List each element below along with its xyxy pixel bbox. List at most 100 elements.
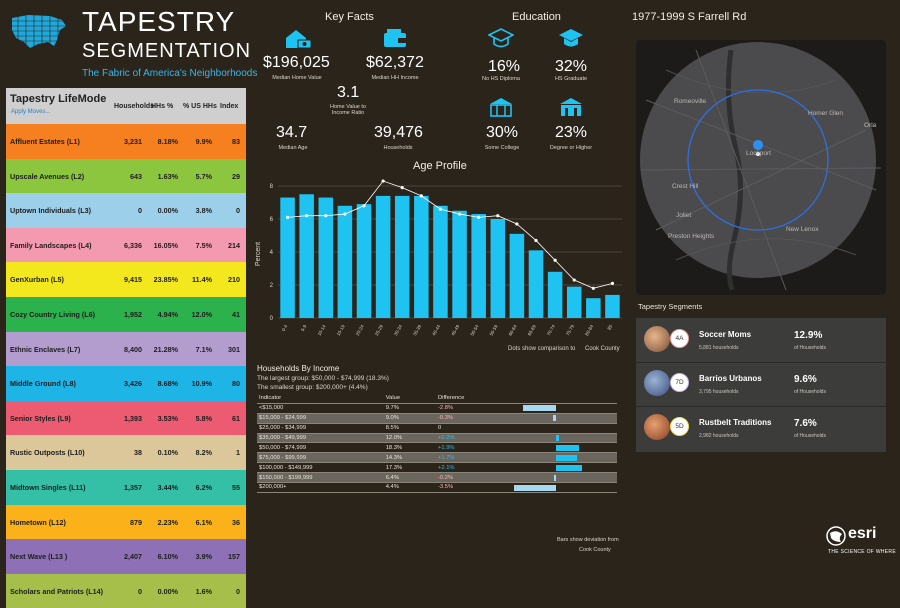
segment-row[interactable]: 4A Soccer Moms 5,881 households 12.9% of…	[636, 318, 886, 363]
segment-name: Soccer Moms	[699, 330, 752, 339]
income-indicator: $100,000 - $149,999	[257, 462, 384, 474]
y-tick-label: 0	[270, 316, 274, 322]
edu-no-hs-label: No HS Diploma	[482, 76, 520, 82]
map-panel[interactable]: Romeoville Homer Glen Orla Lockport Cres…	[636, 40, 886, 295]
lifemode-title: Tapestry LifeMode	[10, 93, 107, 105]
map-address: 1977-1999 S Farrell Rd	[632, 11, 747, 23]
x-tick-label: 15-19	[336, 324, 346, 337]
map-label-preston-heights: Preston Heights	[668, 233, 715, 240]
x-tick-label: 40-44	[431, 324, 441, 337]
y-tick-label: 2	[270, 283, 274, 289]
comparison-dot	[591, 286, 595, 290]
segment-photo	[644, 370, 670, 396]
income-indicator: $35,000 - $49,999	[257, 433, 384, 444]
lifemode-index: 61	[232, 413, 240, 423]
graduation-cap-filled-icon	[559, 29, 583, 47]
lifemode-households: 0	[138, 586, 142, 596]
lifemode-hhs-pct: 0.00%	[157, 586, 178, 596]
income-deviation-bar	[556, 464, 582, 471]
lifemode-name: Uptown Individuals (L3)	[10, 206, 92, 216]
wallet-icon	[384, 29, 406, 47]
lifemode-index: 83	[232, 137, 240, 146]
us-map-icon	[10, 12, 68, 50]
apply-link[interactable]: Apply Moves...	[11, 109, 51, 115]
segment-percent: 7.6%	[794, 418, 817, 429]
lifemode-households: 0	[138, 206, 142, 216]
income-deviation-cell	[496, 462, 617, 474]
comparison-dot	[285, 215, 290, 219]
col-households: Households	[114, 103, 155, 110]
house-money-icon	[286, 30, 312, 49]
lifemode-row[interactable]: Uptown Individuals (L3) 0 0.00% 3.8% 0	[6, 193, 246, 228]
lifemode-hhs-pct: 8.18%	[157, 137, 178, 146]
comparison-dot	[400, 186, 404, 190]
x-tick-label: 60-64	[508, 324, 518, 337]
lifemode-row[interactable]: Ethnic Enclaves (L7) 8,400 21.28% 7.1% 301	[6, 331, 246, 367]
age-bar	[566, 286, 582, 318]
edu-degree-value: 23%	[555, 124, 588, 141]
x-tick-label: 45-49	[450, 324, 460, 337]
lifemode-row[interactable]: Hometown (L12) 879 2.23% 6.1% 36	[6, 504, 246, 540]
edu-degree-label: Degree or Higher	[549, 145, 593, 151]
median-home-value: $196,025	[263, 54, 330, 71]
income-col-value: Value	[383, 394, 436, 404]
age-ylabel: Percent	[255, 242, 262, 266]
lifemode-index: 1	[236, 448, 240, 458]
lifemode-row[interactable]: Upscale Avenues (L2) 643 1.63% 5.7% 29	[6, 158, 246, 194]
income-row: <$15,000 9.7% -2.8%	[257, 403, 617, 414]
lifemode-row[interactable]: GenXurban (L5) 9,415 23.85% 11.4% 210	[6, 262, 246, 297]
income-difference: +1.9%	[435, 442, 497, 454]
x-tick-label: 85	[606, 324, 613, 331]
segment-row[interactable]: 5D Rustbelt Traditions 2,982 households …	[636, 406, 886, 450]
lifemode-row[interactable]: Family Landscapes (L4) 6,336 16.05% 7.5% 214	[6, 227, 246, 263]
age-bar	[471, 214, 486, 318]
age-bar	[490, 219, 506, 318]
segment-percent-label: of Households	[794, 345, 826, 351]
income-deviation-bar	[556, 444, 580, 451]
median-hh-income-label: Median HH Income	[371, 75, 419, 81]
lifemode-index: 29	[232, 171, 240, 181]
comparison-dot	[438, 207, 443, 211]
income-deviation-cell	[496, 482, 617, 493]
lifemode-row[interactable]: Senior Styles (L9) 1,393 3.53% 5.8% 61	[6, 400, 246, 436]
lifemode-name: Middle Ground (L8)	[10, 379, 76, 389]
lifemode-hhs-pct: 4.94%	[157, 309, 178, 319]
lifemode-hhs-pct: 23.85%	[153, 275, 178, 285]
x-tick-label: 20-24	[355, 324, 365, 337]
chart-note: Dots show comparison to	[508, 346, 576, 352]
lifemode-row[interactable]: Middle Ground (L8) 3,426 8.68% 10.9% 80	[6, 366, 246, 401]
lifemode-name: GenXurban (L5)	[10, 275, 64, 285]
comparison-dot	[457, 212, 462, 216]
lifemode-index: 157	[228, 552, 240, 562]
lifemode-us-hhs: 3.8%	[195, 206, 212, 216]
location-pin-icon	[753, 140, 764, 162]
age-bar	[375, 195, 391, 318]
map-graphic	[640, 42, 882, 291]
lifemode-row[interactable]: Cozy Country Living (L6) 1,952 4.94% 12.0% 4…	[6, 296, 246, 332]
income-difference: +2.1%	[435, 462, 497, 474]
lifemode-row[interactable]: Next Wave (L13 ) 2,407 6.10% 3.9% 157	[6, 539, 246, 574]
lifemode-name: Senior Styles (L9)	[10, 413, 71, 423]
lifemode-row[interactable]: Affluent Estates (L1) 3,231 8.18% 9.9% 83	[6, 124, 246, 159]
income-col-indicator: Indicator	[257, 394, 384, 404]
income-row: $15,000 - $24,999 9.0% -0.3%	[257, 413, 617, 424]
x-tick-label: 55-59	[489, 324, 499, 337]
income-deviation-bar	[553, 474, 557, 481]
comparison-dot	[362, 204, 366, 208]
segment-name: Barrios Urbanos	[699, 374, 762, 383]
segment-row[interactable]: 7D Barrios Urbanos 3,795 households 9.6%…	[636, 362, 886, 407]
income-col-bars	[496, 394, 617, 404]
income-table: Indicator Value Difference <$15,000 9.7% -…	[257, 394, 617, 493]
age-profile-chart: 0-4 5-9 10-14 15-19 20-24 25-29 30-34 35-39 40-4…	[255, 179, 622, 337]
income-deviation-cell	[496, 433, 617, 444]
lifemode-index: 0	[236, 586, 240, 596]
school-building-icon	[490, 98, 512, 117]
income-row: $25,000 - $34,999 8.5% 0	[257, 423, 617, 434]
x-tick-label: 75-79	[565, 324, 575, 337]
lifemode-row[interactable]: Scholars and Patriots (L14) 0 0.00% 1.6% 0	[6, 573, 246, 608]
segment-percent-label: of Households	[794, 389, 826, 395]
map-label-homer-glen: Homer Glen	[808, 110, 844, 117]
income-value: 6.4%	[383, 472, 436, 484]
lifemode-row[interactable]: Midtown Singles (L11) 1,357 3.44% 6.2% 55	[6, 469, 246, 505]
lifemode-row[interactable]: Rustic Outposts (L10) 38 0.10% 8.2% 1	[6, 435, 246, 470]
